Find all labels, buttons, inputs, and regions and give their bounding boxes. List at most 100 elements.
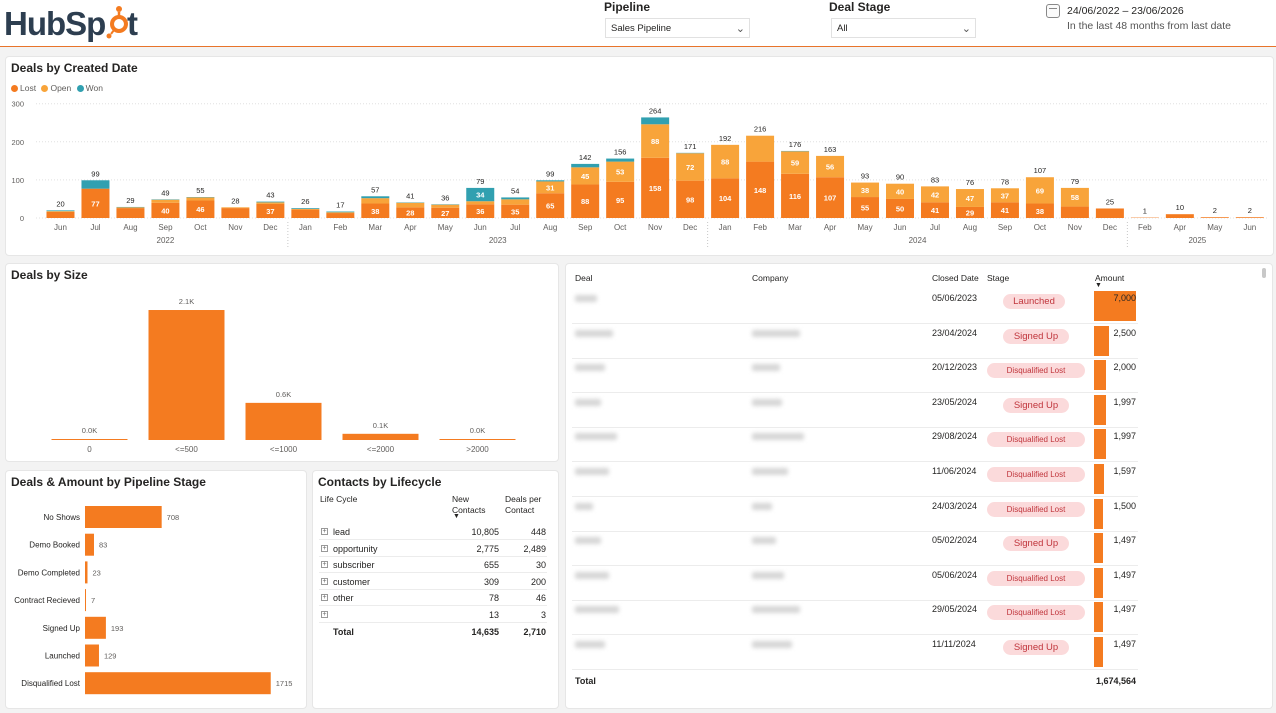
bar-data-label: 59 (791, 159, 799, 168)
deal-amount-value: 1,500 (1113, 500, 1136, 511)
size-chart: 0.0K 0 2.1K <=500 0.6K <=1000 0.1K <=2000 0.0K >2… (51, 297, 516, 454)
redacted-deal-name (575, 502, 593, 510)
stage-bar (85, 644, 99, 667)
bar-total-label: 76 (966, 178, 974, 187)
redacted-company-name (752, 398, 782, 406)
col-closed-date[interactable]: Closed Date (932, 273, 979, 283)
bar-total-label: 54 (511, 186, 519, 195)
size-bar (439, 439, 516, 440)
contact-deals-per: 448 (530, 527, 546, 537)
pipeline-dropdown[interactable]: Sales Pipeline ⌄ (605, 18, 750, 38)
col-life-cycle[interactable]: Life Cycle (320, 494, 358, 504)
year-label: 2025 (1188, 236, 1206, 245)
col-new-contacts-1[interactable]: New (452, 494, 470, 504)
bar-segment-open (256, 202, 285, 204)
bar-segment-lost (676, 180, 705, 218)
x-tick-label: Jan (299, 223, 312, 232)
row-divider (572, 357, 1138, 359)
col-new-contacts-2[interactable]: Contacts (452, 505, 486, 515)
size-x-label: <=500 (175, 445, 198, 454)
deal-stage-badge: Disqualified Lost (987, 432, 1085, 448)
contact-lifecycle-name: customer (333, 576, 371, 587)
deal-amount-bar (1094, 360, 1106, 391)
bar-data-label: 77 (91, 199, 99, 208)
top-bar: HubSp t Pipeline Sales Pipeline ⌄ Deal S… (0, 0, 1276, 47)
date-range[interactable]: 24/06/2022 – 23/06/2026 (1067, 5, 1184, 17)
legend-open-swatch (41, 85, 49, 92)
contact-new-count: 78 (488, 593, 499, 604)
deals-scrollbar[interactable] (1262, 268, 1266, 278)
contacts-total-dpc: 2,710 (523, 627, 546, 637)
bar-data-label: 98 (686, 195, 694, 204)
deal-stage-badge: Signed Up (1003, 328, 1069, 344)
bar-total-label: 78 (1001, 177, 1009, 186)
bar-data-label: 31 (546, 183, 554, 192)
bar-segment-open (536, 181, 565, 194)
row-divider (319, 572, 547, 574)
x-tick-label: Dec (1103, 223, 1117, 232)
expand-row-icon[interactable]: + (321, 611, 328, 618)
redacted-deal-name (575, 537, 601, 545)
col-company[interactable]: Company (752, 273, 789, 283)
size-x-label: 0 (87, 445, 92, 454)
bar-segment-open (361, 198, 390, 204)
calendar-icon[interactable] (1046, 4, 1060, 18)
bar-segment-lost (955, 206, 984, 218)
contact-new-count: 2,775 (476, 543, 499, 554)
col-amount[interactable]: Amount (1095, 273, 1125, 283)
redacted-deal-name (575, 468, 609, 475)
bar-segment-won (501, 197, 530, 200)
col-deals-per-contact-2[interactable]: Contact (505, 505, 535, 515)
bar-segment-open (116, 207, 145, 209)
col-deal[interactable]: Deal (575, 273, 593, 283)
bar-segment-open (291, 208, 320, 210)
bar-data-label: 72 (686, 163, 694, 172)
bar-segment-open (326, 212, 355, 214)
legend-open: Open (50, 83, 72, 93)
contact-new-count: 10,805 (471, 527, 499, 537)
bar-total-label: 176 (789, 140, 802, 149)
stage-chart: No Shows 708 Demo Booked 83 Demo Completed 23… (14, 506, 292, 695)
row-divider (572, 496, 1138, 497)
row-divider (319, 555, 547, 557)
bar-data-label: 158 (649, 184, 662, 193)
bar-segment-won (256, 201, 285, 203)
expand-row-icon[interactable]: + (321, 528, 328, 535)
bar-total-label: 107 (1034, 166, 1047, 175)
col-stage[interactable]: Stage (987, 273, 1010, 283)
bar-segment-lost (116, 208, 145, 218)
x-tick-label: Mar (788, 223, 802, 232)
deal-closed-date: 24/03/2024 (932, 500, 978, 511)
deal-stage-badge: Disqualified Lost (987, 570, 1085, 586)
contact-deals-per: 3 (540, 610, 546, 620)
size-data-label: 0.1K (373, 421, 388, 430)
expand-row-icon[interactable]: + (321, 561, 328, 569)
expand-row-icon[interactable]: + (321, 594, 328, 602)
deal-stage-dropdown[interactable]: All ⌄ (831, 18, 976, 38)
bar-segment-open (781, 151, 810, 174)
bar-segment-lost (816, 177, 845, 218)
bar-segment-lost (781, 173, 810, 218)
col-deals-per-contact-1[interactable]: Deals per (505, 494, 542, 504)
bar-data-label: 29 (966, 208, 974, 217)
deal-amount-bar (1094, 498, 1103, 529)
bar-segment-lost (990, 202, 1019, 218)
bar-segment-lost (1095, 208, 1124, 218)
size-data-label: 0.0K (470, 426, 485, 435)
size-data-label: 2.1K (179, 297, 194, 306)
deal-amount-bar (1094, 602, 1103, 633)
size-data-label: 0.6K (276, 390, 291, 399)
redacted-deal-name (575, 398, 601, 406)
legend-lost: Lost (20, 83, 37, 93)
expand-row-icon[interactable]: + (321, 577, 328, 585)
bar-segment-open (676, 153, 705, 181)
stage-category-label: Demo Booked (29, 541, 80, 550)
redacted-company-name (752, 364, 780, 372)
contact-lifecycle-name: opportunity (333, 543, 378, 554)
expand-row-icon[interactable]: + (321, 544, 328, 552)
redacted-deal-name (575, 295, 597, 302)
date-range-description: In the last 48 months from last date (1067, 20, 1232, 32)
deals-total-label: Total (575, 676, 596, 686)
redacted-deal-name (575, 606, 619, 614)
bar-data-label: 38 (371, 207, 379, 216)
